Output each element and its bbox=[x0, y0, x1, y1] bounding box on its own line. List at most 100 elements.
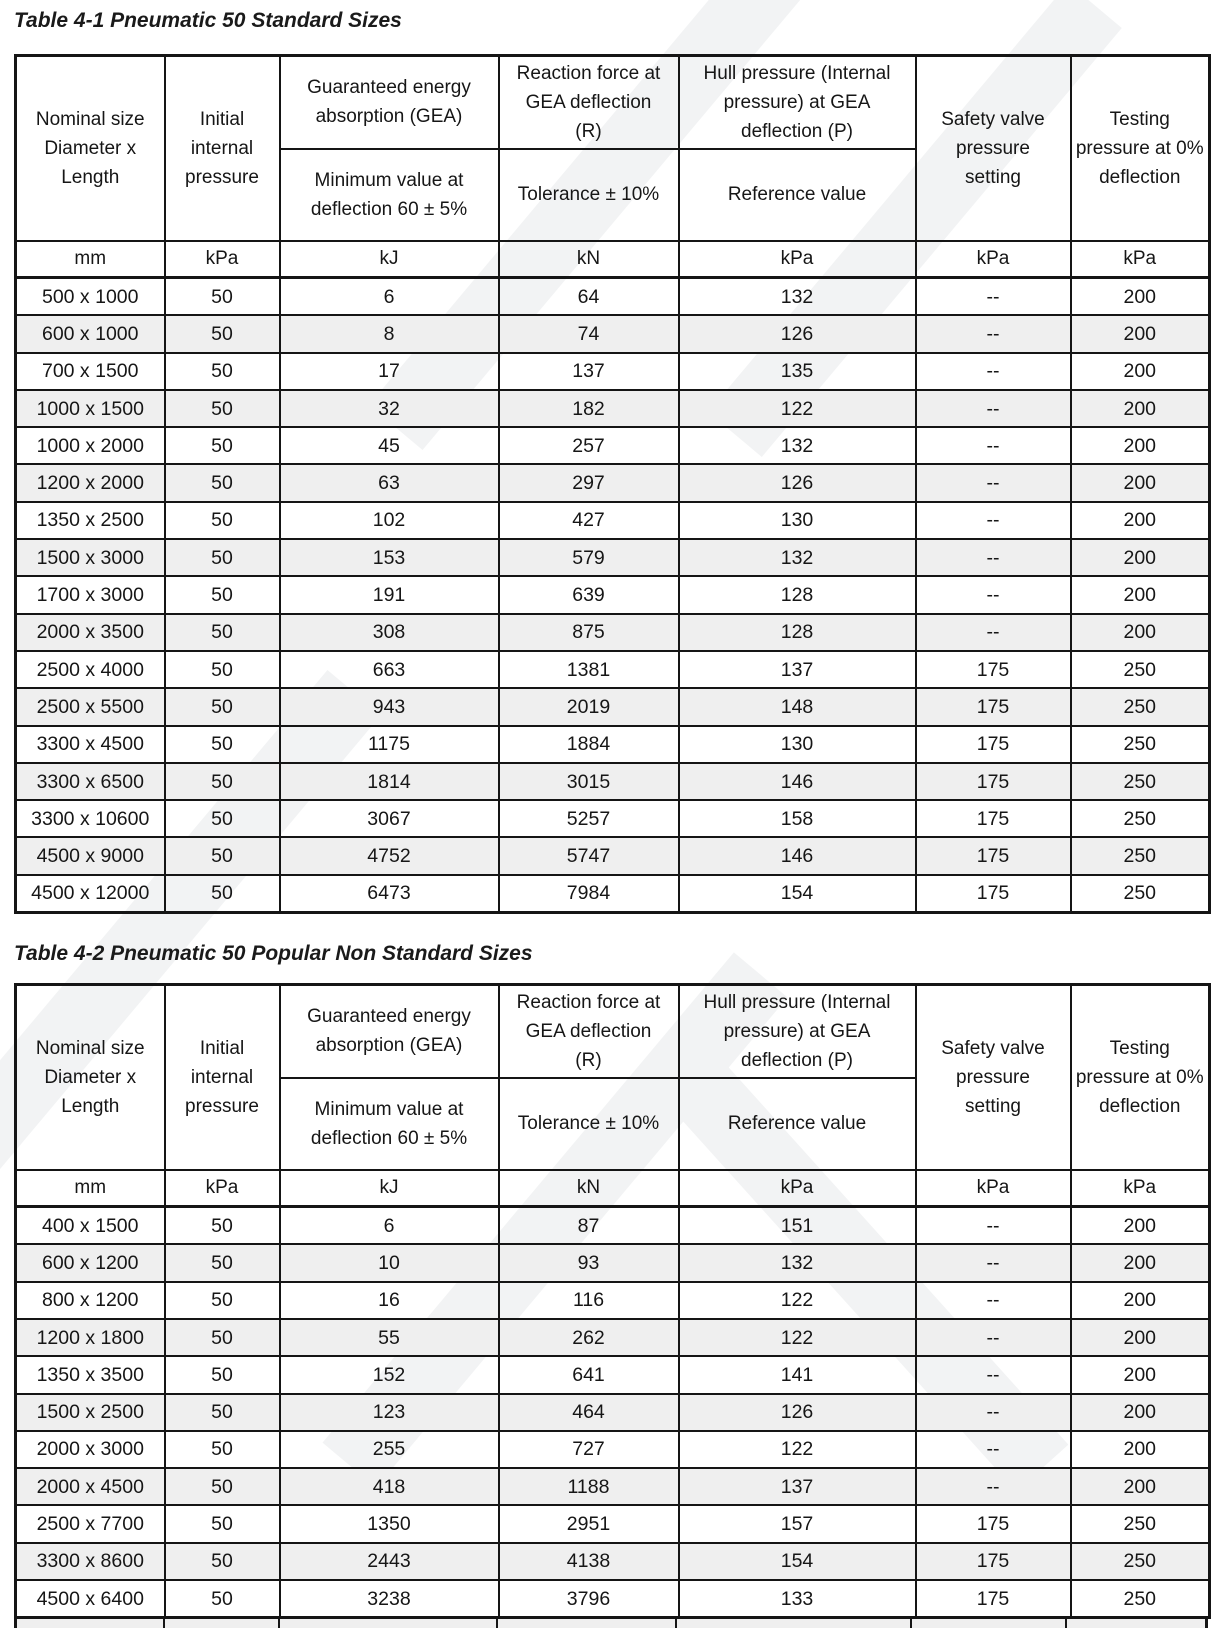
data-cell: 50 bbox=[163, 1392, 281, 1432]
data-cell: 50 bbox=[163, 873, 281, 914]
data-cell: 200 bbox=[1069, 1355, 1211, 1395]
header-initial-internal-pressure: Initial internal pressure bbox=[163, 54, 281, 242]
table-row: 4500 x 12000 50 6473 7984 154 175 250 bbox=[14, 873, 1211, 914]
header-testing-pressure: Testing pressure at 0% deflection bbox=[1069, 983, 1211, 1171]
unit-cell: kJ bbox=[278, 1168, 500, 1209]
data-cell: -- bbox=[914, 1355, 1072, 1395]
data-cell: 132 bbox=[677, 538, 917, 578]
data-cell: 200 bbox=[1069, 1280, 1211, 1320]
unit-cell: mm bbox=[14, 239, 166, 279]
data-cell: -- bbox=[914, 1243, 1072, 1283]
units-row: mm kPa kJ kN kPa kPa kPa bbox=[14, 1168, 1211, 1209]
data-cell: 87 bbox=[497, 1205, 680, 1246]
table-row: 1200 x 1800 50 55 262 122 -- 200 bbox=[14, 1317, 1211, 1358]
data-cell: 175 bbox=[914, 799, 1072, 839]
header-testing-pressure: Testing pressure at 0% deflection bbox=[1069, 54, 1211, 242]
table-row: 2000 x 3000 50 255 727 122 -- 200 bbox=[14, 1429, 1211, 1470]
data-cell: -- bbox=[914, 500, 1072, 541]
data-cell: 175 bbox=[914, 1579, 1072, 1619]
header-gea-minimum-value: Minimum value at deflection 60 ± 5% bbox=[278, 1076, 500, 1171]
data-cell: 1200 x 1800 bbox=[14, 1317, 166, 1358]
data-cell: 50 bbox=[163, 612, 281, 652]
header-safety-valve-pressure: Safety valve pressure setting bbox=[914, 983, 1072, 1171]
data-cell: 74 bbox=[497, 314, 680, 354]
data-cell: 579 bbox=[497, 538, 680, 578]
data-cell: 175 bbox=[914, 873, 1072, 914]
data-cell: 250 bbox=[1069, 649, 1211, 690]
table-4-1-title: Table 4-1 Pneumatic 50 Standard Sizes bbox=[14, 9, 402, 32]
data-cell: 1884 bbox=[497, 724, 680, 764]
table-row: 1500 x 3000 50 153 579 132 -- 200 bbox=[14, 538, 1211, 578]
data-cell: 141 bbox=[677, 1355, 917, 1395]
data-cell: 800 x 1200 bbox=[14, 1280, 166, 1320]
data-cell: 4752 bbox=[278, 836, 500, 876]
data-cell: 250 bbox=[1069, 873, 1211, 914]
data-cell: 2443 bbox=[278, 1541, 500, 1582]
data-cell: 1500 x 3000 bbox=[14, 538, 166, 578]
unit-cell: kPa bbox=[914, 239, 1072, 279]
unit-cell: kPa bbox=[163, 239, 281, 279]
data-cell: 50 bbox=[163, 426, 281, 466]
data-cell: 182 bbox=[497, 388, 680, 429]
data-cell: 2500 x 4000 bbox=[14, 649, 166, 690]
data-cell: 130 bbox=[677, 500, 917, 541]
data-cell: 250 bbox=[1069, 687, 1211, 727]
data-cell: 250 bbox=[1069, 761, 1211, 802]
data-cell: 1200 x 2000 bbox=[14, 463, 166, 503]
data-cell: 50 bbox=[163, 276, 281, 317]
data-cell: 50 bbox=[163, 314, 281, 354]
data-cell: 45 bbox=[278, 426, 500, 466]
data-cell: 154 bbox=[677, 1541, 917, 1582]
data-cell: -- bbox=[914, 426, 1072, 466]
header-safety-valve-pressure: Safety valve pressure setting bbox=[914, 54, 1072, 242]
data-cell: 175 bbox=[914, 724, 1072, 764]
data-cell: 175 bbox=[914, 687, 1072, 727]
data-cell: -- bbox=[914, 1392, 1072, 1432]
table-row: 4500 x 6400 50 3238 3796 133 175 250 bbox=[14, 1579, 1211, 1619]
cropped-row-cell bbox=[677, 1619, 913, 1628]
data-cell: 7984 bbox=[497, 873, 680, 914]
data-cell: -- bbox=[914, 276, 1072, 317]
table-row: 1500 x 2500 50 123 464 126 -- 200 bbox=[14, 1392, 1211, 1432]
data-cell: 137 bbox=[677, 1467, 917, 1507]
data-cell: 50 bbox=[163, 724, 281, 764]
data-cell: 123 bbox=[278, 1392, 500, 1432]
data-cell: 191 bbox=[278, 575, 500, 615]
data-cell: 175 bbox=[914, 649, 1072, 690]
data-cell: 50 bbox=[163, 1504, 281, 1544]
data-cell: 3300 x 6500 bbox=[14, 761, 166, 802]
data-cell: 200 bbox=[1069, 351, 1211, 391]
data-cell: 50 bbox=[163, 649, 281, 690]
data-cell: 50 bbox=[163, 1243, 281, 1283]
data-cell: 50 bbox=[163, 1579, 281, 1619]
unit-cell: kPa bbox=[1069, 239, 1211, 279]
data-cell: 427 bbox=[497, 500, 680, 541]
data-cell: 663 bbox=[278, 649, 500, 690]
data-cell: 200 bbox=[1069, 1429, 1211, 1470]
cropped-row-cell bbox=[165, 1619, 280, 1628]
data-cell: 4500 x 9000 bbox=[14, 836, 166, 876]
data-cell: 200 bbox=[1069, 500, 1211, 541]
data-cell: 175 bbox=[914, 1504, 1072, 1544]
header-gea-minimum-value: Minimum value at deflection 60 ± 5% bbox=[278, 147, 500, 242]
data-cell: 146 bbox=[677, 761, 917, 802]
data-cell: 3238 bbox=[278, 1579, 500, 1619]
data-cell: 50 bbox=[163, 799, 281, 839]
data-cell: -- bbox=[914, 1280, 1072, 1320]
data-cell: 102 bbox=[278, 500, 500, 541]
data-cell: 5747 bbox=[497, 836, 680, 876]
data-cell: 50 bbox=[163, 1317, 281, 1358]
data-cell: 200 bbox=[1069, 1467, 1211, 1507]
data-cell: 50 bbox=[163, 1355, 281, 1395]
table-row: 4500 x 9000 50 4752 5747 146 175 250 bbox=[14, 836, 1211, 876]
data-cell: 132 bbox=[677, 426, 917, 466]
data-cell: 257 bbox=[497, 426, 680, 466]
table-row: 400 x 1500 50 6 87 151 -- 200 bbox=[14, 1205, 1211, 1246]
data-cell: 148 bbox=[677, 687, 917, 727]
table-row: 1200 x 2000 50 63 297 126 -- 200 bbox=[14, 463, 1211, 503]
data-cell: 1814 bbox=[278, 761, 500, 802]
header-reference-value: Reference value bbox=[677, 1076, 917, 1171]
table-row: 1000 x 1500 50 32 182 122 -- 200 bbox=[14, 388, 1211, 429]
data-cell: 2000 x 4500 bbox=[14, 1467, 166, 1507]
unit-cell: kJ bbox=[278, 239, 500, 279]
